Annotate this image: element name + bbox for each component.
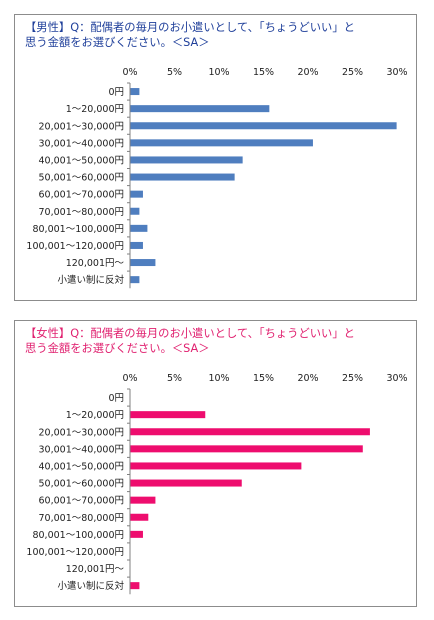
female-category-label: 1～20,000円 (66, 410, 124, 421)
male-category-label: 小遣い制に反対 (57, 274, 124, 286)
male-chart-panel: 【男性】Q：配偶者の毎月のお小遣いとして、「ちょうどいい」と 思う金額をお選びく… (14, 14, 417, 301)
female-tick-label: 15% (253, 373, 274, 384)
female-category-label: 0円 (108, 393, 124, 404)
male-category-label: 50,001～60,000円 (39, 173, 124, 184)
female-category-label: 100,001～120,000円 (26, 547, 124, 558)
female-title-line-2: 思う金額をお選びください。＜SA＞ (25, 342, 210, 355)
female-category-label: 80,001～100,000円 (32, 530, 124, 541)
male-bar (130, 122, 397, 130)
male-bar (130, 88, 140, 96)
male-bar (130, 259, 156, 267)
female-title-line-1: 【女性】Q：配偶者の毎月のお小遣いとして、「ちょうどいい」と (25, 327, 355, 340)
male-bar (130, 241, 143, 249)
female-category-label: 40,001～50,000円 (39, 461, 124, 472)
male-tick-label: 10% (208, 67, 229, 78)
male-bar (130, 224, 148, 232)
male-category-label: 100,001～120,000円 (26, 241, 124, 252)
female-tick-label: 20% (297, 373, 318, 384)
female-category-label: 30,001～40,000円 (39, 444, 124, 455)
female-tick-label: 30% (386, 373, 407, 384)
male-bar-chart: 0% 5% 10% 15% 20% 25% 30% 0円 1～20,000円 20,001～30,… (26, 67, 408, 289)
female-tick-label: 25% (342, 373, 363, 384)
female-category-label: 小遣い制に反対 (57, 580, 124, 592)
female-category-label: 60,001～70,000円 (39, 496, 124, 507)
female-bar (130, 513, 149, 521)
male-bar (130, 190, 143, 198)
female-bar (130, 462, 302, 470)
female-bar (130, 582, 140, 590)
male-tick-label: 0% (122, 67, 137, 78)
female-bar (130, 479, 242, 487)
female-bar-chart: 0% 5% 10% 15% 20% 25% 30% 0円 1～20,000円 20,001～30,… (26, 373, 408, 595)
female-tick-label: 0% (122, 373, 137, 384)
male-chart-title: 【男性】Q：配偶者の毎月のお小遣いとして、「ちょうどいい」と 思う金額をお選びく… (25, 20, 365, 50)
male-title-line-1: 【男性】Q：配偶者の毎月のお小遣いとして、「ちょうどいい」と (25, 21, 355, 34)
female-category-label: 120,001円～ (66, 564, 125, 575)
male-category-label: 80,001～100,000円 (32, 224, 124, 235)
female-bar (130, 530, 143, 538)
female-bar (130, 411, 206, 419)
male-category-label: 1～20,000円 (66, 104, 124, 115)
male-category-label: 30,001～40,000円 (39, 138, 124, 149)
male-bar (130, 105, 270, 113)
male-category-label: 0円 (108, 87, 124, 98)
male-category-label: 20,001～30,000円 (39, 121, 124, 132)
male-bar (130, 156, 243, 164)
male-tick-label: 20% (297, 67, 318, 78)
female-category-label: 20,001～30,000円 (39, 427, 124, 438)
female-category-label: 70,001～80,000円 (39, 513, 124, 524)
male-bar (130, 207, 140, 215)
male-category-label: 70,001～80,000円 (39, 207, 124, 218)
male-title-line-2: 思う金額をお選びください。＜SA＞ (25, 36, 210, 49)
female-chart-title: 【女性】Q：配偶者の毎月のお小遣いとして、「ちょうどいい」と 思う金額をお選びく… (25, 326, 365, 356)
male-bar (130, 276, 140, 284)
male-category-label: 60,001～70,000円 (39, 190, 124, 201)
female-tick-label: 5% (167, 373, 182, 384)
male-tick-label: 25% (342, 67, 363, 78)
female-bar (130, 496, 156, 504)
male-bar (130, 139, 313, 147)
male-bar (130, 173, 235, 181)
male-tick-label: 30% (386, 67, 407, 78)
male-tick-label: 5% (167, 67, 182, 78)
female-bar (130, 428, 370, 436)
male-category-label: 120,001円～ (66, 258, 125, 269)
female-tick-label: 10% (208, 373, 229, 384)
female-bar (130, 445, 363, 453)
male-category-label: 40,001～50,000円 (39, 155, 124, 166)
male-tick-label: 15% (253, 67, 274, 78)
female-chart-panel: 【女性】Q：配偶者の毎月のお小遣いとして、「ちょうどいい」と 思う金額をお選びく… (14, 320, 417, 607)
female-category-label: 50,001～60,000円 (39, 479, 124, 490)
